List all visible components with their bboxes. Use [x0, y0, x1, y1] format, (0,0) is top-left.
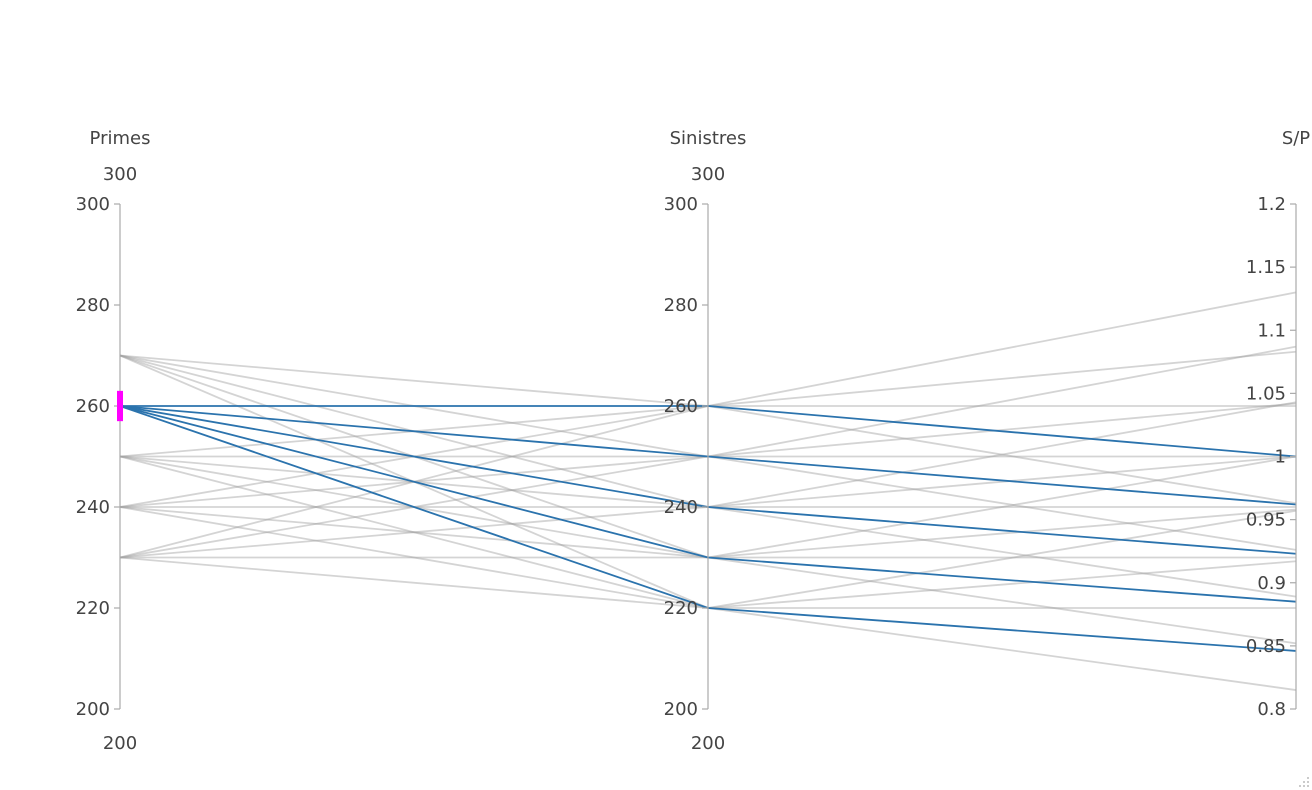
tick-label: 220 [76, 598, 110, 619]
axis-s-p[interactable]: S/P 1.2 1.15 1.1 1.05 1 0.95 0.9 0.85 0.8 [1246, 128, 1310, 720]
tick-label: 0.95 [1246, 510, 1286, 531]
tick-label: 240 [664, 497, 698, 518]
tick-label: 240 [76, 497, 110, 518]
tick-label: 0.9 [1257, 573, 1286, 594]
tick-label: 1.15 [1246, 257, 1286, 278]
axis-title[interactable]: Sinistres [670, 128, 747, 149]
tick-label: 300 [664, 194, 698, 215]
tick-label: 1.2 [1257, 194, 1286, 215]
tick-label: 1.05 [1246, 383, 1286, 404]
tick-label: 220 [664, 598, 698, 619]
tick-label: 300 [76, 194, 110, 215]
axis-primes[interactable]: Primes 300 200 300 280 260 240 220 200 [76, 128, 151, 754]
constraint-brush[interactable] [117, 390, 123, 422]
range-min-label: 200 [103, 733, 137, 754]
tick-label: 1.1 [1257, 320, 1286, 341]
range-max-label: 300 [103, 164, 137, 185]
tick-label: 0.85 [1246, 636, 1286, 657]
tick-label: 260 [76, 396, 110, 417]
tick-label: 200 [664, 699, 698, 720]
axes-layer: Primes 300 200 300 280 260 240 220 200 Sinistres 3… [76, 128, 1311, 754]
tick-label: 0.8 [1257, 699, 1286, 720]
resize-handle-icon[interactable] [1299, 777, 1309, 787]
tick-label: 260 [664, 396, 698, 417]
tick-label: 280 [664, 295, 698, 316]
range-min-label: 200 [691, 733, 725, 754]
tick-label: 200 [76, 699, 110, 720]
axis-title[interactable]: Primes [90, 128, 151, 149]
axis-sinistres[interactable]: Sinistres 300 200 300 280 260 240 220 200 [664, 128, 747, 754]
tick-label: 1 [1275, 447, 1286, 468]
tick-label: 280 [76, 295, 110, 316]
range-max-label: 300 [691, 164, 725, 185]
axis-title[interactable]: S/P [1282, 128, 1310, 149]
